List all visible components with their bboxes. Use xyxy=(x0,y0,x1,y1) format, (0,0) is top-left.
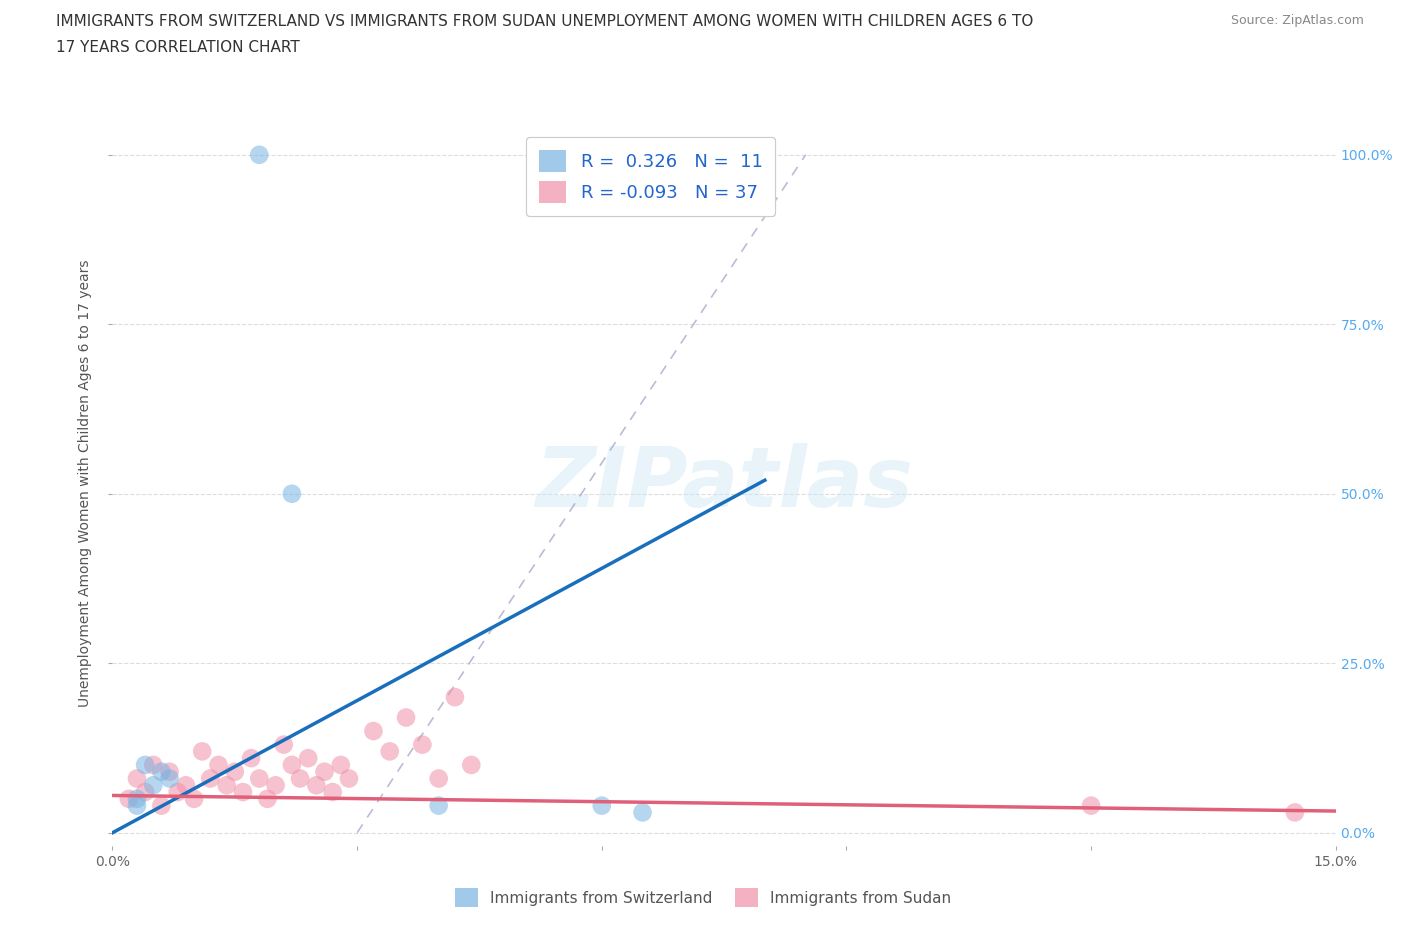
Point xyxy=(200,771,222,786)
Point xyxy=(159,764,181,779)
Point xyxy=(427,771,450,786)
Point xyxy=(159,771,181,786)
Point xyxy=(247,771,270,786)
Point xyxy=(207,758,229,773)
Point xyxy=(314,764,336,779)
Text: ZIPatlas: ZIPatlas xyxy=(536,443,912,525)
Point xyxy=(460,758,482,773)
Legend: R =  0.326   N =  11, R = -0.093   N = 37: R = 0.326 N = 11, R = -0.093 N = 37 xyxy=(526,138,775,216)
Point xyxy=(174,777,197,792)
Text: 17 YEARS CORRELATION CHART: 17 YEARS CORRELATION CHART xyxy=(56,40,299,55)
Point xyxy=(224,764,246,779)
Text: IMMIGRANTS FROM SWITZERLAND VS IMMIGRANTS FROM SUDAN UNEMPLOYMENT AMONG WOMEN WI: IMMIGRANTS FROM SWITZERLAND VS IMMIGRANT… xyxy=(56,14,1033,29)
Point xyxy=(329,758,352,773)
Point xyxy=(297,751,319,765)
Point xyxy=(125,791,148,806)
Legend: Immigrants from Switzerland, Immigrants from Sudan: Immigrants from Switzerland, Immigrants … xyxy=(449,883,957,913)
Point xyxy=(247,147,270,162)
Point xyxy=(142,777,165,792)
Point xyxy=(288,771,311,786)
Point xyxy=(142,758,165,773)
Point xyxy=(281,486,304,501)
Point xyxy=(134,785,156,800)
Point xyxy=(256,791,278,806)
Point xyxy=(378,744,401,759)
Point xyxy=(411,737,433,752)
Point xyxy=(166,785,188,800)
Point xyxy=(150,764,173,779)
Point xyxy=(631,805,654,820)
Point xyxy=(264,777,287,792)
Point xyxy=(281,758,304,773)
Point xyxy=(150,798,173,813)
Point xyxy=(273,737,295,752)
Point xyxy=(444,690,467,705)
Point xyxy=(134,758,156,773)
Point xyxy=(427,798,450,813)
Point xyxy=(322,785,344,800)
Point xyxy=(183,791,205,806)
Point xyxy=(395,710,418,724)
Point xyxy=(305,777,328,792)
Text: Source: ZipAtlas.com: Source: ZipAtlas.com xyxy=(1230,14,1364,27)
Point xyxy=(1080,798,1102,813)
Point xyxy=(232,785,254,800)
Point xyxy=(118,791,141,806)
Point xyxy=(591,798,613,813)
Point xyxy=(125,771,148,786)
Point xyxy=(363,724,385,738)
Point xyxy=(1284,805,1306,820)
Point xyxy=(240,751,263,765)
Point xyxy=(125,798,148,813)
Point xyxy=(215,777,238,792)
Y-axis label: Unemployment Among Women with Children Ages 6 to 17 years: Unemployment Among Women with Children A… xyxy=(79,259,93,708)
Point xyxy=(191,744,214,759)
Point xyxy=(337,771,360,786)
